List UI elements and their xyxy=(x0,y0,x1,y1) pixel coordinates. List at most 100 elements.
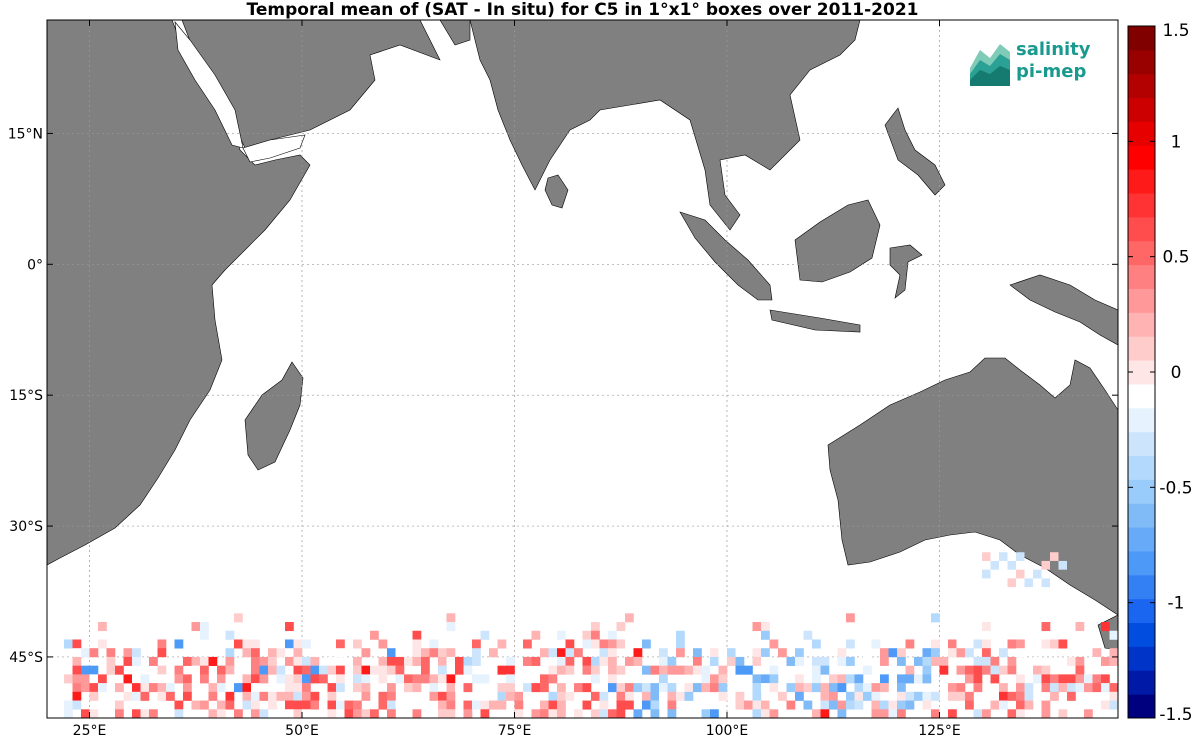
bias-cell xyxy=(353,700,362,710)
bias-cell xyxy=(523,691,532,701)
land-sulawesi xyxy=(889,244,923,299)
bias-cell xyxy=(412,656,422,666)
bias-cell xyxy=(931,639,940,649)
bias-cell xyxy=(608,683,617,693)
bias-cell xyxy=(812,674,821,684)
colorbar-label-4: -0.5 xyxy=(1159,478,1192,498)
bias-cell xyxy=(1041,674,1051,684)
bias-cell xyxy=(956,622,966,632)
bias-cell xyxy=(659,683,668,693)
bias-cell xyxy=(472,656,481,666)
bias-cell xyxy=(854,700,864,710)
bias-cell xyxy=(871,639,881,649)
bias-cell xyxy=(455,665,464,675)
bias-cell xyxy=(157,674,167,684)
bias-cell xyxy=(421,648,430,658)
bias-cell xyxy=(446,648,456,658)
bias-cell xyxy=(557,648,566,658)
bias-cell xyxy=(1041,560,1050,570)
bias-cell xyxy=(225,648,235,658)
bias-cell xyxy=(285,700,294,710)
bias-cell xyxy=(667,665,677,675)
bias-cell xyxy=(497,683,507,693)
bias-cell xyxy=(761,700,770,710)
bias-cell xyxy=(378,656,388,666)
bias-cell xyxy=(302,709,311,718)
bias-cell xyxy=(523,639,532,649)
bias-cell xyxy=(353,639,362,649)
bias-cell xyxy=(395,700,405,710)
bias-cell xyxy=(1067,656,1076,666)
bias-cell xyxy=(310,674,320,684)
bias-cell xyxy=(293,674,303,684)
bias-cell xyxy=(633,683,643,693)
bias-cell xyxy=(616,709,626,718)
bias-cell xyxy=(531,630,541,640)
bias-cell xyxy=(846,691,855,701)
bias-cell xyxy=(115,665,124,675)
bias-cell xyxy=(1058,674,1068,684)
bias-cell xyxy=(956,648,966,658)
colorbar-label-1: 1 xyxy=(1171,132,1182,152)
bias-cell xyxy=(914,691,923,701)
bias-cell xyxy=(795,656,804,666)
colorbar-label-5: -1 xyxy=(1168,594,1185,614)
bias-cell xyxy=(1024,578,1033,588)
bias-cell xyxy=(897,648,906,658)
bias-cell xyxy=(1058,560,1067,570)
bias-cell xyxy=(965,691,974,701)
bias-cell xyxy=(208,656,218,666)
bias-cell xyxy=(89,709,99,718)
bias-cell xyxy=(72,648,82,658)
bias-cell xyxy=(472,639,481,649)
bias-cell xyxy=(625,613,634,623)
bias-cell xyxy=(548,691,558,701)
bias-cell xyxy=(973,665,983,675)
bias-cell xyxy=(1007,709,1017,718)
bias-cell xyxy=(582,656,592,666)
bias-cell xyxy=(591,656,600,666)
bias-cell xyxy=(565,656,575,666)
bias-cell xyxy=(956,683,966,693)
bias-cell xyxy=(710,674,719,684)
bias-cell xyxy=(880,683,889,693)
bias-cell xyxy=(319,674,328,684)
bias-cell xyxy=(744,700,753,710)
bias-cell xyxy=(548,700,558,710)
bias-cell xyxy=(259,691,269,701)
bias-cell xyxy=(268,691,277,701)
bias-cell xyxy=(965,674,974,684)
bias-cell xyxy=(327,665,337,675)
bias-cell xyxy=(761,709,770,718)
bias-cell xyxy=(880,674,889,684)
bias-cell xyxy=(931,656,940,666)
bias-cell xyxy=(191,665,201,675)
bias-cell xyxy=(565,691,575,701)
bias-cell xyxy=(591,630,600,640)
bias-cell xyxy=(506,656,515,666)
bias-cell xyxy=(990,613,1000,623)
bias-cell xyxy=(225,683,235,693)
bias-cell xyxy=(905,639,915,649)
bias-cell xyxy=(378,665,388,675)
bias-cell xyxy=(387,709,396,718)
bias-cell xyxy=(914,656,923,666)
bias-cell xyxy=(174,709,184,718)
bias-cell xyxy=(1016,709,1025,718)
bias-cell xyxy=(820,691,830,701)
bias-cell xyxy=(1084,709,1093,718)
bias-cell xyxy=(752,656,762,666)
bias-cell xyxy=(574,648,583,658)
bias-cell xyxy=(540,648,549,658)
bias-cell xyxy=(438,700,447,710)
bias-cell xyxy=(905,665,915,675)
bias-cell xyxy=(582,665,592,675)
bias-cell xyxy=(582,683,592,693)
bias-cell xyxy=(64,700,73,710)
bias-cell xyxy=(871,709,881,718)
bias-cell xyxy=(353,683,362,693)
bias-cell xyxy=(1109,691,1118,701)
bias-cell xyxy=(166,691,175,701)
bias-cell xyxy=(157,665,167,675)
colorbar-segment xyxy=(1128,288,1155,313)
